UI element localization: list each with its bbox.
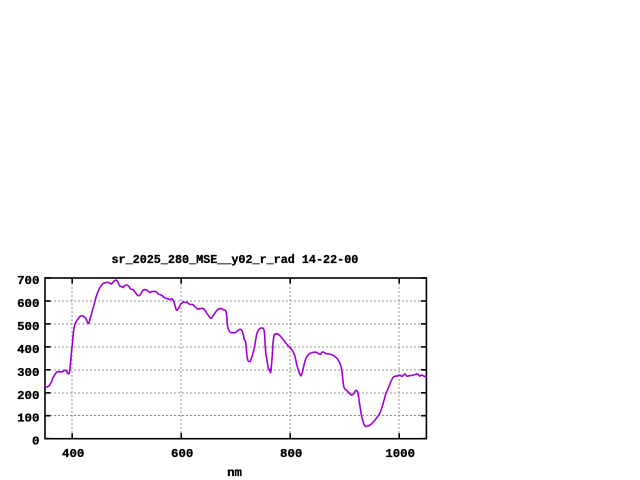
svg-text:300: 300 [17,366,39,380]
svg-text:100: 100 [17,412,39,426]
svg-text:200: 200 [17,389,39,403]
svg-text:800: 800 [280,447,302,461]
svg-text:sr_2025_280_MSE__y02_r_rad 14-: sr_2025_280_MSE__y02_r_rad 14-22-00 [112,253,359,267]
svg-text:400: 400 [62,447,84,461]
svg-text:1000: 1000 [385,447,415,461]
svg-text:600: 600 [171,447,193,461]
svg-text:0: 0 [32,435,39,449]
svg-text:700: 700 [17,274,39,288]
svg-text:600: 600 [17,297,39,311]
svg-text:500: 500 [17,320,39,334]
svg-text:nm: nm [227,466,242,480]
svg-text:400: 400 [17,343,39,357]
